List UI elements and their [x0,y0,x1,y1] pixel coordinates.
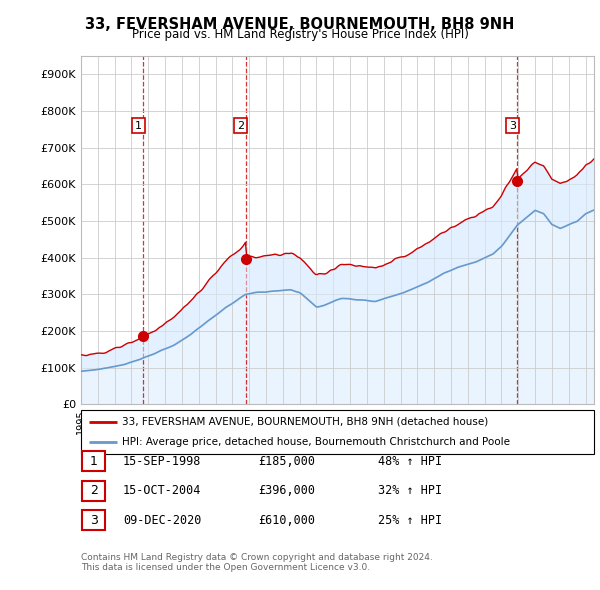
Text: 15-OCT-2004: 15-OCT-2004 [123,484,202,497]
Text: 09-DEC-2020: 09-DEC-2020 [123,514,202,527]
Text: Price paid vs. HM Land Registry's House Price Index (HPI): Price paid vs. HM Land Registry's House … [131,28,469,41]
Text: £396,000: £396,000 [258,484,315,497]
Text: 3: 3 [509,121,516,130]
Text: 2: 2 [237,121,244,130]
Text: £185,000: £185,000 [258,455,315,468]
Text: 3: 3 [89,514,98,527]
Text: This data is licensed under the Open Government Licence v3.0.: This data is licensed under the Open Gov… [81,563,370,572]
Text: HPI: Average price, detached house, Bournemouth Christchurch and Poole: HPI: Average price, detached house, Bour… [122,437,510,447]
Text: 2: 2 [89,484,98,497]
Text: 48% ↑ HPI: 48% ↑ HPI [378,455,442,468]
Text: 15-SEP-1998: 15-SEP-1998 [123,455,202,468]
Text: 25% ↑ HPI: 25% ↑ HPI [378,514,442,527]
Text: 1: 1 [135,121,142,130]
Text: Contains HM Land Registry data © Crown copyright and database right 2024.: Contains HM Land Registry data © Crown c… [81,553,433,562]
Text: 32% ↑ HPI: 32% ↑ HPI [378,484,442,497]
Text: 33, FEVERSHAM AVENUE, BOURNEMOUTH, BH8 9NH (detached house): 33, FEVERSHAM AVENUE, BOURNEMOUTH, BH8 9… [122,417,488,427]
Text: 1: 1 [89,455,98,468]
Text: £610,000: £610,000 [258,514,315,527]
Text: 33, FEVERSHAM AVENUE, BOURNEMOUTH, BH8 9NH: 33, FEVERSHAM AVENUE, BOURNEMOUTH, BH8 9… [85,17,515,31]
